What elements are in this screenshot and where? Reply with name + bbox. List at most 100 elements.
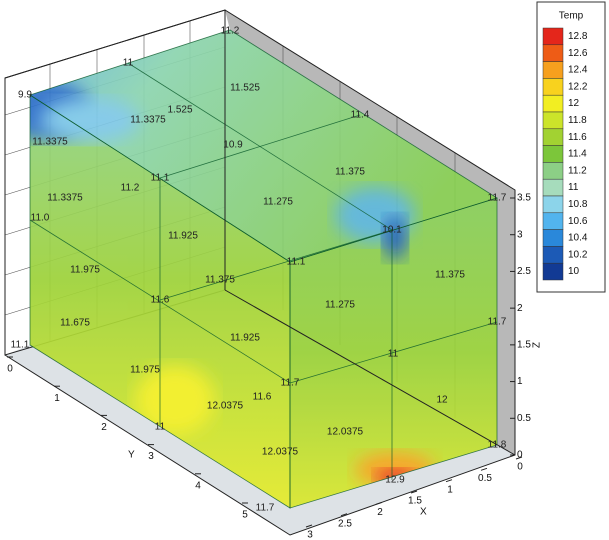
legend-label: 12.4	[568, 65, 588, 76]
legend-label: 11.6	[568, 132, 587, 143]
legend-swatch	[542, 61, 564, 79]
value-annotation: 9.9	[18, 90, 32, 101]
value-annotation: 11.7	[488, 193, 507, 204]
legend-swatch	[542, 162, 564, 180]
value-annotation: 11.3375	[47, 193, 83, 204]
legend-swatch	[542, 246, 564, 264]
legend-label: 12.2	[568, 81, 588, 92]
x-tick	[340, 513, 348, 517]
value-annotation: 11.375	[435, 270, 465, 281]
legend-swatch	[542, 94, 564, 113]
y-tick-label: 2	[101, 422, 107, 433]
value-annotation: 12.0375	[207, 401, 244, 412]
y-tick-label: 3	[148, 451, 154, 462]
value-annotation: 12	[436, 395, 448, 406]
legend-swatch	[542, 195, 564, 214]
value-annotation: 11.6	[253, 392, 272, 403]
legend-label: 11.8	[568, 115, 587, 126]
x-tick-label: 1.5	[408, 496, 422, 507]
legend-swatch	[542, 178, 564, 197]
x-tick-label: 2.5	[338, 518, 352, 529]
legend-swatch	[542, 145, 564, 163]
legend-swatch	[542, 78, 564, 96]
x-tick-label: 2	[377, 507, 383, 518]
y-tick-label: 4	[195, 480, 201, 491]
value-annotation: 11.975	[70, 265, 100, 276]
legend-swatch	[542, 229, 564, 247]
x-axis-title: X	[420, 507, 427, 518]
y-tick-label: 1	[54, 393, 60, 404]
value-annotation: 11.7	[281, 378, 300, 389]
z-tick-label: 1.5	[517, 339, 531, 350]
z-tick-label: 0	[517, 450, 523, 461]
x-tick-label: 0	[517, 462, 523, 473]
value-annotation: 11.1	[287, 257, 306, 268]
legend-swatch	[542, 111, 564, 130]
value-annotation: 11.1	[11, 340, 30, 351]
legend-label: 10.4	[568, 233, 588, 244]
value-annotation: 11.275	[325, 300, 355, 311]
x-tick	[445, 479, 453, 483]
value-annotation: 11.7	[488, 317, 507, 328]
value-annotation: 11.375	[205, 275, 235, 286]
legend-label: 11.4	[568, 149, 587, 160]
value-annotation: 11.4	[351, 110, 370, 121]
value-annotation: 11.525	[230, 83, 260, 94]
value-annotation: 11.3375	[32, 137, 68, 148]
z-axis-title: Z	[532, 342, 543, 348]
legend-label: 10.6	[568, 216, 588, 227]
legend-label: 10	[568, 266, 580, 277]
z-tick-label: 3	[517, 229, 523, 240]
x-tick	[375, 501, 383, 505]
legend-label: 11	[568, 182, 579, 193]
z-tick-label: 2	[517, 303, 523, 314]
legend-label: 12.6	[568, 48, 588, 59]
x-tick	[410, 490, 418, 494]
legend-label: 11.2	[568, 165, 587, 176]
floor	[5, 345, 515, 535]
legend-swatch	[542, 262, 564, 281]
value-annotation: 11	[123, 58, 134, 69]
value-annotation: 10.9	[223, 140, 243, 151]
value-annotation: 11.2	[221, 26, 240, 37]
x-tick-label: 0.5	[478, 473, 492, 484]
x-tick-label: 1	[447, 484, 453, 495]
value-annotation: 11.3375	[130, 115, 166, 126]
value-annotation: 11.925	[168, 231, 198, 242]
value-annotation: 11.975	[130, 365, 160, 376]
legend-label: 10.8	[568, 199, 588, 210]
value-annotation: 11.925	[230, 333, 260, 344]
value-annotation: 12.9	[385, 475, 405, 486]
value-annotation: 11.1	[151, 173, 170, 184]
legend-swatch	[542, 128, 564, 146]
value-annotation: 1.525	[167, 105, 192, 116]
x-tick	[480, 467, 488, 471]
x-tick	[515, 456, 523, 460]
legend-title: Temp	[559, 11, 584, 22]
z-tick-label: 1	[517, 376, 523, 387]
value-annotation: 11	[388, 349, 399, 360]
value-annotation: 11.0	[31, 213, 50, 224]
value-annotation: 11.7	[256, 503, 275, 514]
z-tick-label: 2.5	[517, 266, 531, 277]
y-tick-label: 0	[7, 364, 13, 375]
value-annotation: 11.8	[488, 440, 507, 451]
y-tick-label: 5	[242, 510, 248, 521]
legend-label: 12	[568, 98, 580, 109]
x-tick	[305, 524, 313, 528]
legend-swatch	[542, 44, 564, 62]
value-annotation: 11.6	[151, 295, 170, 306]
z-tick-label: 0.5	[517, 413, 531, 424]
legend-swatch	[542, 27, 564, 46]
legend-swatch	[542, 212, 564, 230]
value-annotation: 11	[155, 422, 166, 433]
value-annotation: 11.2	[121, 183, 140, 194]
y-axis-title: Y	[128, 450, 135, 461]
value-annotation: 11.675	[60, 318, 90, 329]
value-annotation: 11.375	[335, 167, 365, 178]
legend-label: 10.2	[568, 249, 588, 260]
z-tick-label: 3.5	[517, 193, 531, 204]
value-annotation: 11.275	[263, 197, 293, 208]
x-tick-label: 3	[307, 530, 313, 540]
